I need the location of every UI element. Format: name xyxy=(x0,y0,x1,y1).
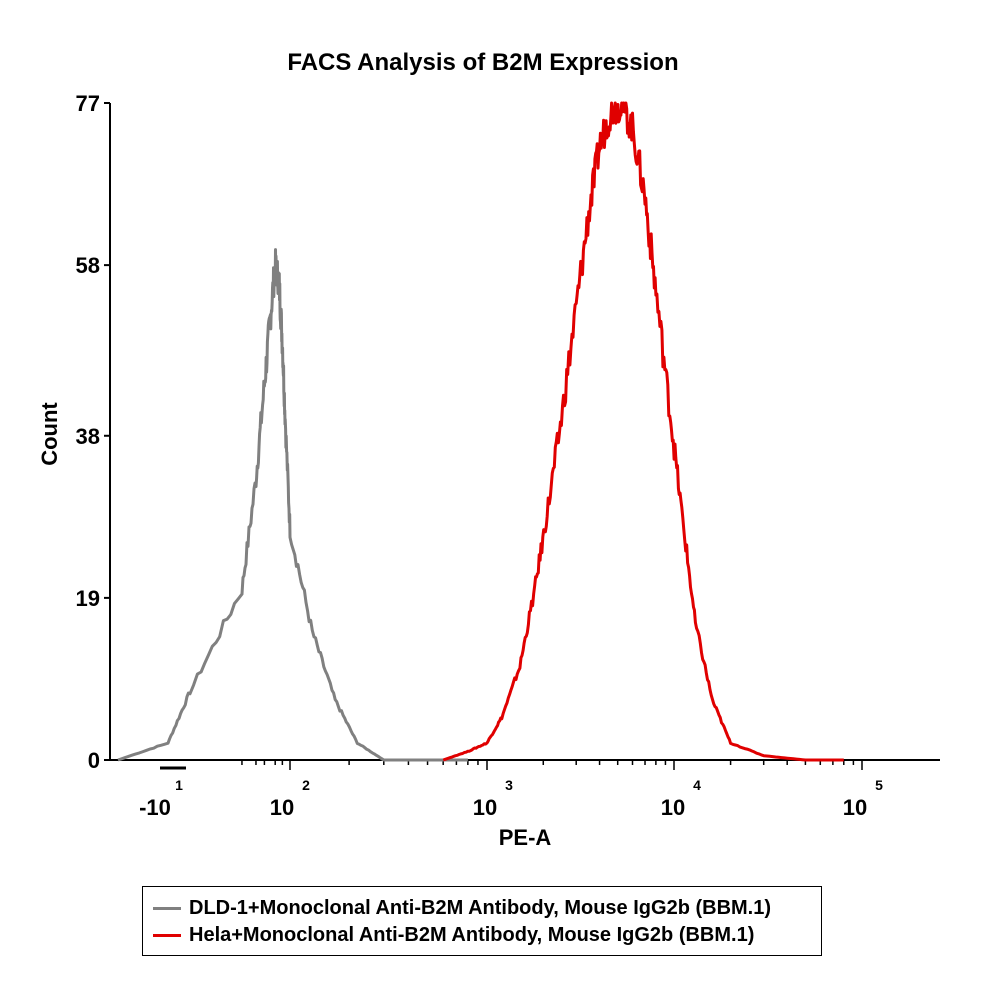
chart-legend: DLD-1+Monoclonal Anti-B2M Antibody, Mous… xyxy=(142,886,822,956)
facs-histogram-chart: FACS Analysis of B2M Expression 0 19 38 58 7… xyxy=(37,49,940,850)
x-tick-label: 10 xyxy=(843,795,867,820)
y-axis-label: Count xyxy=(37,402,62,466)
chart-title: FACS Analysis of B2M Expression xyxy=(287,49,678,76)
y-tick-label: 0 xyxy=(88,748,100,773)
series-line-dld1 xyxy=(117,248,468,762)
x-tick-exponent: 5 xyxy=(875,777,883,793)
y-tick-label: 58 xyxy=(76,253,100,278)
x-axis-ticks: -101 10 2 10 3 10 4 10 5 xyxy=(139,760,883,820)
x-tick-label: 10 xyxy=(473,795,497,820)
legend-label-hela: Hela+Monoclonal Anti-B2M Antibody, Mouse… xyxy=(189,924,755,946)
y-tick-label: 38 xyxy=(76,424,100,449)
series-line-hela xyxy=(442,101,844,762)
x-tick-label: 10 xyxy=(661,795,685,820)
x-axis-label: PE-A xyxy=(499,825,552,850)
legend-item-hela: Hela+Monoclonal Anti-B2M Antibody, Mouse… xyxy=(153,922,811,949)
x-tick-exponent: 1 xyxy=(175,777,183,793)
x-tick-exponent: 3 xyxy=(505,777,513,793)
y-tick-label: 19 xyxy=(76,586,100,611)
x-tick-label: -10 xyxy=(139,795,171,820)
plot-area: 0 19 38 58 77 -101 10 2 10 3 10 4 10 5 xyxy=(76,91,940,820)
legend-label-dld1: DLD-1+Monoclonal Anti-B2M Antibody, Mous… xyxy=(189,897,772,919)
legend-swatch-hela xyxy=(153,934,181,937)
x-tick-exponent: 4 xyxy=(693,777,701,793)
histogram-series xyxy=(117,101,844,762)
legend-item-dld1: DLD-1+Monoclonal Anti-B2M Antibody, Mous… xyxy=(153,895,811,922)
x-tick-exponent: 2 xyxy=(302,777,310,793)
legend-swatch-dld1 xyxy=(153,907,181,910)
y-tick-label: 77 xyxy=(76,91,100,116)
x-tick-label: 10 xyxy=(270,795,294,820)
y-axis-ticks: 0 19 38 58 77 xyxy=(76,91,110,773)
